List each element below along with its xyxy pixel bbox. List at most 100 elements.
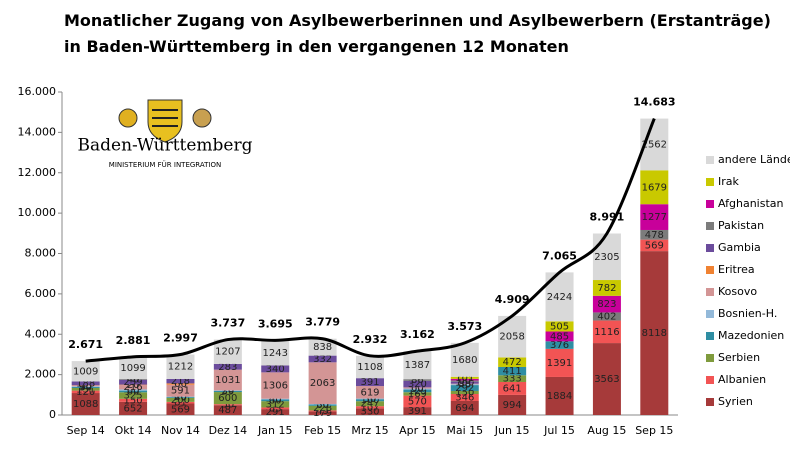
- x-tick-label: Apr 15: [399, 424, 436, 437]
- logo-name: Baden-Württemberg: [78, 136, 253, 156]
- data-label: 782: [597, 283, 616, 294]
- data-label: 291: [266, 407, 285, 418]
- bar-segment: [71, 381, 100, 386]
- y-tick-label: 14.000: [18, 125, 57, 138]
- data-label: 2058: [499, 332, 524, 343]
- bar-segment: [261, 399, 290, 402]
- data-label: 30: [316, 399, 329, 410]
- legend-label: Serbien: [718, 351, 760, 364]
- bar-segment: [166, 397, 195, 402]
- data-label: 169: [408, 389, 427, 400]
- x-tick-label: Aug 15: [587, 424, 626, 437]
- data-label: 20: [174, 392, 187, 403]
- data-label: 1306: [263, 381, 288, 392]
- data-label: 591: [171, 386, 190, 397]
- x-tick-label: Nov 14: [161, 424, 200, 437]
- bar-segment: [356, 386, 384, 399]
- y-tick-label: 10.000: [18, 206, 57, 219]
- data-label: 1116: [594, 327, 619, 338]
- data-label: 20: [221, 386, 234, 397]
- total-label: 2.881: [116, 334, 151, 347]
- total-line: [85, 118, 656, 363]
- bar-segment: [119, 401, 148, 415]
- total-label: 14.683: [633, 96, 675, 109]
- x-tick-label: Okt 14: [115, 424, 152, 437]
- data-label: 330: [360, 407, 379, 418]
- data-label: 1009: [73, 366, 98, 377]
- bar-segment: [308, 338, 337, 356]
- y-tick-label: 16.000: [18, 85, 57, 98]
- bar-segment: [592, 312, 621, 321]
- legend-swatch: [706, 200, 714, 208]
- bar-segment: [592, 295, 621, 313]
- data-label: 81: [174, 398, 187, 409]
- data-label: 80: [269, 395, 282, 406]
- data-label: 60: [127, 385, 140, 396]
- supporter: [192, 108, 212, 128]
- legend-swatch: [706, 332, 714, 340]
- data-label: 66: [174, 379, 187, 390]
- bar-segment: [498, 381, 527, 395]
- data-label: 1212: [168, 362, 193, 373]
- legend-label: Kosovo: [718, 285, 757, 298]
- data-label: 1679: [642, 182, 667, 193]
- data-label: 391: [360, 377, 379, 388]
- bar-segment: [356, 399, 384, 402]
- bar-segment: [119, 398, 148, 402]
- bar-segment: [119, 385, 148, 390]
- data-label: 188: [76, 378, 95, 389]
- coat-of-arms-lions: [152, 109, 178, 127]
- data-label: 320: [408, 379, 427, 390]
- data-label: 239: [124, 377, 143, 388]
- bar-segment: [545, 331, 574, 342]
- data-label: 60: [458, 376, 471, 387]
- data-label: 838: [313, 342, 332, 353]
- data-label: 80: [127, 386, 140, 397]
- data-label: 120: [76, 387, 95, 398]
- bar-segment: [166, 378, 195, 384]
- bar-segment: [308, 404, 337, 406]
- data-label: 652: [124, 403, 143, 414]
- bar-segment: [640, 229, 669, 240]
- data-label: 2063: [310, 378, 335, 389]
- bar-segment: [261, 365, 290, 373]
- data-label: 292: [455, 383, 474, 394]
- data-label: 49: [316, 406, 329, 417]
- bar-segment: [71, 393, 100, 415]
- data-label: 1207: [215, 347, 240, 358]
- bar-segment: [640, 204, 669, 230]
- data-label: 50: [221, 400, 234, 411]
- legend-swatch: [706, 376, 714, 384]
- data-label: 332: [313, 354, 332, 365]
- bar-segment: [545, 341, 574, 349]
- x-tick-label: Feb 15: [304, 424, 341, 437]
- bar-segment: [71, 386, 100, 388]
- bar-segment: [640, 170, 669, 205]
- bar-segment: [403, 389, 432, 393]
- bar-segment: [450, 383, 479, 385]
- bar-segment: [450, 394, 479, 401]
- legend-swatch: [706, 398, 714, 406]
- bar-segment: [450, 342, 479, 377]
- data-label: 216: [124, 382, 143, 393]
- bar-segment: [213, 339, 242, 364]
- data-label: 283: [218, 362, 237, 373]
- bar-segment: [308, 355, 337, 363]
- legend-label: Syrien: [718, 395, 753, 408]
- data-label: 2562: [642, 139, 667, 150]
- legend-label: Eritrea: [718, 263, 755, 276]
- bar-segment: [450, 376, 479, 379]
- data-label: 411: [503, 366, 522, 377]
- x-tick-label: Dez 14: [209, 424, 248, 437]
- bar-segment: [356, 398, 384, 400]
- data-label: 129: [408, 386, 427, 397]
- data-label: 1088: [73, 399, 98, 410]
- bar-segment: [261, 401, 290, 408]
- bar-segment: [71, 390, 100, 394]
- legend-swatch: [706, 266, 714, 274]
- data-label: 2305: [594, 252, 619, 263]
- bar-segment: [261, 398, 290, 400]
- legend-label: Mazedonien: [718, 329, 784, 342]
- data-label: 59: [221, 386, 234, 397]
- legend-label: Bosnien-H.: [718, 307, 777, 320]
